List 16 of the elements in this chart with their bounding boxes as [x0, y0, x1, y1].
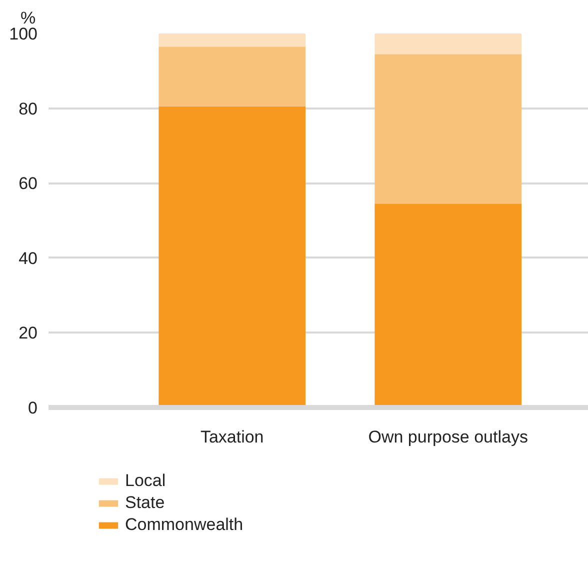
bar	[158, 34, 306, 47]
y-tick-label: 20	[18, 324, 38, 343]
y-tick-label: 100	[9, 24, 38, 44]
x-tick-label: Taxation	[200, 428, 264, 446]
legend-label: State	[125, 493, 165, 513]
legend-label: Local	[125, 471, 166, 491]
bar	[374, 34, 522, 54]
x-tick-label: Own purpose outlays	[368, 428, 528, 446]
y-tick-label: 0	[28, 398, 38, 418]
legend-label: Commonwealth	[125, 515, 244, 535]
y-tick-label: 40	[18, 248, 38, 268]
bar	[374, 54, 522, 204]
y-axis-title: %	[20, 8, 36, 28]
y-tick-label: 60	[18, 174, 38, 194]
bar	[158, 46, 306, 106]
y-tick-label: 80	[18, 99, 38, 118]
